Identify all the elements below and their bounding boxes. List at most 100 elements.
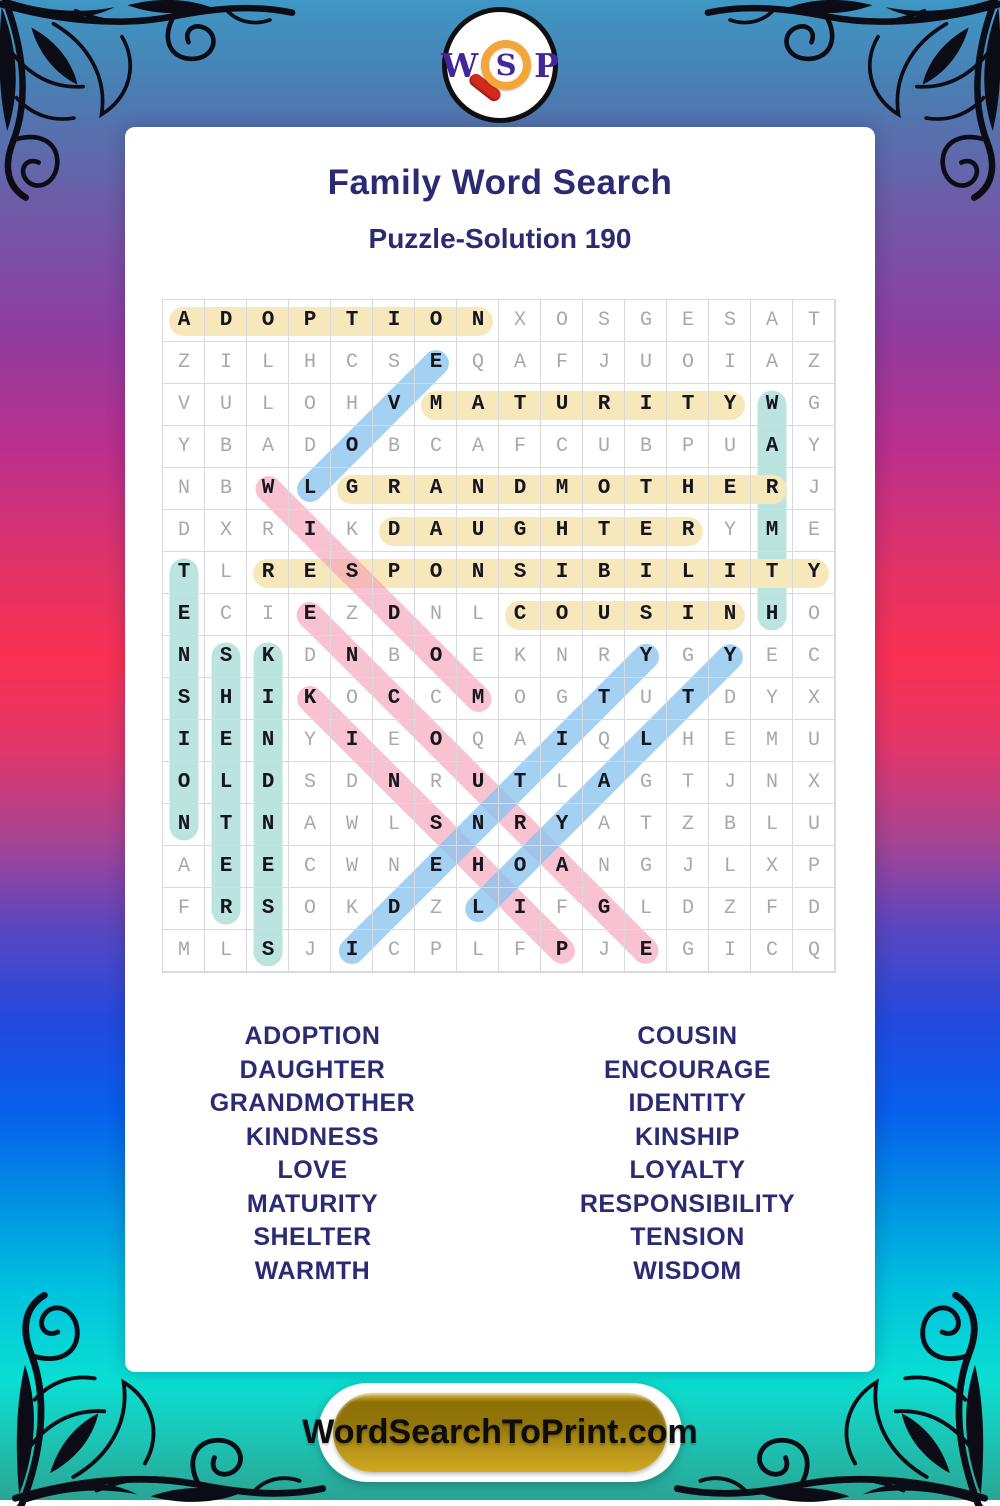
grid-cell: J xyxy=(793,468,835,510)
grid-cell: U xyxy=(583,594,625,636)
grid-cell: X xyxy=(793,762,835,804)
grid-cell: C xyxy=(499,594,541,636)
grid-cell: R xyxy=(415,762,457,804)
grid-cell: D xyxy=(247,762,289,804)
logo-letter-p: P xyxy=(534,45,559,85)
grid-cell: T xyxy=(499,384,541,426)
grid-cell: F xyxy=(541,342,583,384)
grid-cell: G xyxy=(667,636,709,678)
word-list-item: GRANDMOTHER xyxy=(209,1089,416,1117)
grid-cell: O xyxy=(289,384,331,426)
grid-cell: L xyxy=(289,468,331,510)
grid-cell: Z xyxy=(331,594,373,636)
grid-cell: E xyxy=(667,300,709,342)
word-list-right: COUSIN ENCOURAGE IDENTITY KINSHIP LOYALTY RES… xyxy=(500,1020,875,1288)
grid-cell: L xyxy=(247,384,289,426)
grid-cell: O xyxy=(415,720,457,762)
grid-cell: R xyxy=(499,804,541,846)
grid-cell: Y xyxy=(625,636,667,678)
grid-cell: V xyxy=(373,384,415,426)
grid-cell: B xyxy=(205,426,247,468)
grid-cell: E xyxy=(625,510,667,552)
grid-cell: R xyxy=(247,552,289,594)
grid-cell: C xyxy=(793,636,835,678)
grid-cell: L xyxy=(373,804,415,846)
grid-cell: N xyxy=(457,468,499,510)
grid-cell: H xyxy=(667,468,709,510)
word-list-item: COUSIN xyxy=(637,1022,738,1050)
grid-cell: A xyxy=(541,846,583,888)
grid-cell: U xyxy=(793,720,835,762)
site-link-button[interactable]: WordSearchToPrint.com xyxy=(302,1393,698,1472)
grid-cell: S xyxy=(499,552,541,594)
grid-cell: S xyxy=(163,678,205,720)
grid-cell: C xyxy=(415,426,457,468)
grid-cell: W xyxy=(331,846,373,888)
grid-cell: O xyxy=(583,468,625,510)
grid-cell: I xyxy=(541,720,583,762)
grid-cell: A xyxy=(499,720,541,762)
word-list-item: LOVE xyxy=(277,1156,348,1184)
grid-cell: T xyxy=(331,300,373,342)
grid-cell: O xyxy=(499,678,541,720)
grid-cell: K xyxy=(331,888,373,930)
grid-cell: T xyxy=(205,804,247,846)
grid-cell: C xyxy=(289,846,331,888)
grid-cell: R xyxy=(583,636,625,678)
grid-cell: L xyxy=(625,888,667,930)
grid-cell: R xyxy=(667,510,709,552)
grid-cell: S xyxy=(415,804,457,846)
grid-cell: I xyxy=(709,930,751,972)
grid-cell: M xyxy=(163,930,205,972)
grid-cell: N xyxy=(163,468,205,510)
grid-cell: R xyxy=(247,510,289,552)
grid-cell: E xyxy=(163,594,205,636)
grid-cell: P xyxy=(541,930,583,972)
grid-cell: E xyxy=(793,510,835,552)
grid-cell: G xyxy=(625,762,667,804)
grid-cell: S xyxy=(373,342,415,384)
grid-cell: O xyxy=(415,300,457,342)
grid-cell: O xyxy=(415,636,457,678)
grid-cell: I xyxy=(205,342,247,384)
grid-cell: F xyxy=(499,426,541,468)
grid-cell: E xyxy=(289,552,331,594)
grid-cell: D xyxy=(793,888,835,930)
grid-cell: Q xyxy=(583,720,625,762)
word-highlight-maturity xyxy=(421,390,745,420)
grid-cell: D xyxy=(373,510,415,552)
grid-cell: I xyxy=(331,720,373,762)
grid-cell: G xyxy=(541,678,583,720)
grid-cell: Y xyxy=(751,678,793,720)
grid-cell: B xyxy=(373,636,415,678)
grid-cell: D xyxy=(709,678,751,720)
magnifier-icon: S xyxy=(466,38,533,104)
grid-cell: N xyxy=(373,846,415,888)
grid-cell: U xyxy=(625,342,667,384)
grid-cell: X xyxy=(499,300,541,342)
grid-cell: L xyxy=(205,762,247,804)
grid-cell: O xyxy=(499,846,541,888)
grid-cell: S xyxy=(205,636,247,678)
grid-cell: S xyxy=(331,552,373,594)
grid-cell: T xyxy=(667,384,709,426)
grid-cell: S xyxy=(625,594,667,636)
word-list-left: ADOPTION DAUGHTER GRANDMOTHER KINDNESS LOVE M… xyxy=(125,1020,500,1288)
grid-cell: O xyxy=(667,342,709,384)
grid-cell: L xyxy=(709,846,751,888)
word-list-item: KINDNESS xyxy=(245,1122,380,1151)
grid-cell: I xyxy=(331,930,373,972)
grid-cell: I xyxy=(289,510,331,552)
grid-cell: E xyxy=(709,720,751,762)
grid-cell: M xyxy=(541,468,583,510)
word-list-item: WARMTH xyxy=(254,1256,371,1285)
word-highlight-adoption xyxy=(169,306,493,336)
grid-cell: P xyxy=(415,930,457,972)
grid-cell: E xyxy=(709,468,751,510)
grid-cell: Z xyxy=(709,888,751,930)
word-list-item: TENSION xyxy=(630,1223,745,1251)
grid-cell: H xyxy=(457,846,499,888)
word-highlight-grandmother xyxy=(337,474,787,504)
grid-cell: U xyxy=(793,804,835,846)
